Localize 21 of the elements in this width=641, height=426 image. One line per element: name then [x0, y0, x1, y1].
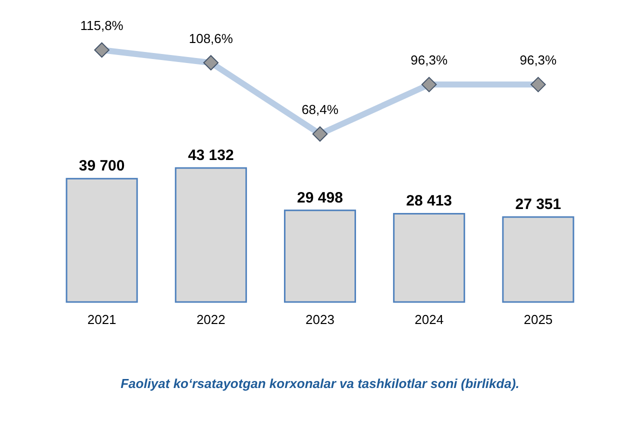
data-label: 68,4%	[302, 102, 339, 117]
x-tick-label: 2023	[306, 312, 334, 328]
x-tick-label: 2021	[87, 312, 116, 328]
bar	[502, 216, 574, 303]
data-label: 96,3%	[520, 52, 558, 68]
x-tick-label: 2024	[414, 312, 444, 328]
bar	[393, 212, 466, 303]
data-label: 115,8%	[80, 18, 124, 33]
x-tick-label: 2025	[524, 312, 553, 328]
data-label: 27 351	[515, 196, 562, 214]
data-label: 108,6%	[188, 30, 234, 46]
bar	[284, 210, 356, 303]
data-label: 96,3%	[410, 52, 448, 68]
text: Faoliyat ko‘rsatayotgan korxonalar va tashkilotlar soni (birlikda).	[120, 376, 520, 391]
x-tick-label: 2022	[196, 312, 226, 328]
bar	[174, 167, 247, 303]
data-label: 29 498	[297, 189, 343, 206]
data-label: 39 700	[78, 158, 125, 175]
data-label: 43 132	[188, 147, 234, 164]
data-label: 28 413	[406, 192, 452, 210]
bar	[66, 178, 138, 303]
